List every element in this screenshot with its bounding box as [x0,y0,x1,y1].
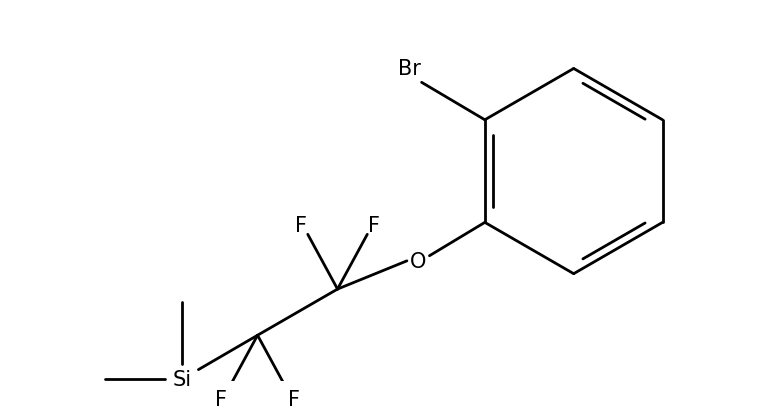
Text: F: F [289,389,300,409]
Text: F: F [295,216,307,236]
Text: Si: Si [173,369,191,389]
Text: F: F [369,216,380,236]
Text: F: F [215,389,226,409]
Text: Br: Br [398,59,421,79]
Text: O: O [410,251,426,271]
